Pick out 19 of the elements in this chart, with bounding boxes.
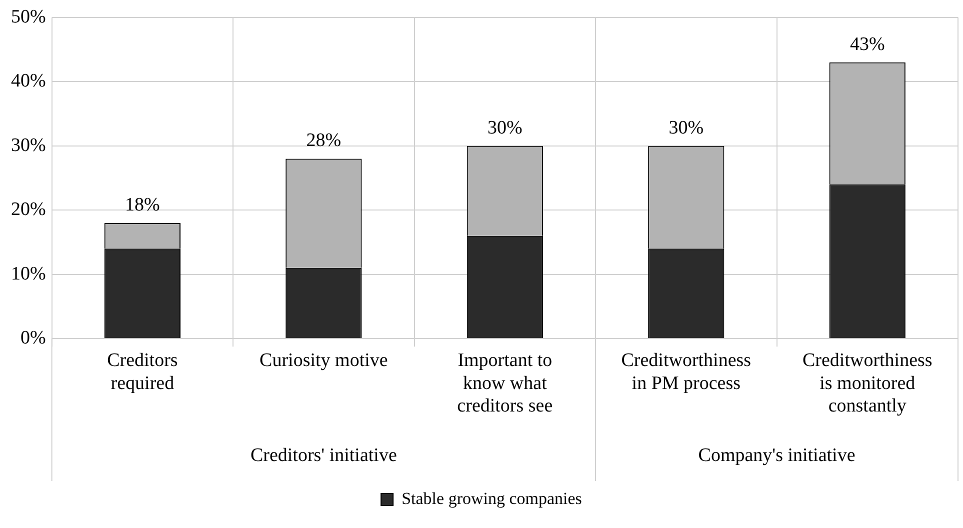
total-label: 18% <box>125 194 160 216</box>
total-label: 43% <box>850 34 885 55</box>
x-tick-label: Creditworthiness in PM process <box>621 350 752 394</box>
y-tick-label: 20% <box>11 199 46 220</box>
x-tick-label: Important to know what creditors see <box>457 350 553 417</box>
text: Company's initiative <box>698 444 856 466</box>
total-label: 28% <box>306 130 342 152</box>
y-tick-label: 30% <box>11 134 46 156</box>
legend-label: Stable growing companies <box>402 488 582 508</box>
y-tick-label: 50% <box>11 6 46 28</box>
x-tick-label: Curiosity motive <box>260 350 388 371</box>
text: Creditors' initiative <box>250 444 397 466</box>
total-label: 30% <box>488 117 522 138</box>
total-label: 30% <box>668 117 704 138</box>
x-tick-label: Creditworthiness is monitored constantly <box>802 350 932 417</box>
y-tick-label: 10% <box>11 263 46 284</box>
y-tick-label: 0% <box>20 328 46 349</box>
x-tick-label: Creditors required <box>107 350 178 394</box>
y-tick-label: 40% <box>11 70 46 92</box>
